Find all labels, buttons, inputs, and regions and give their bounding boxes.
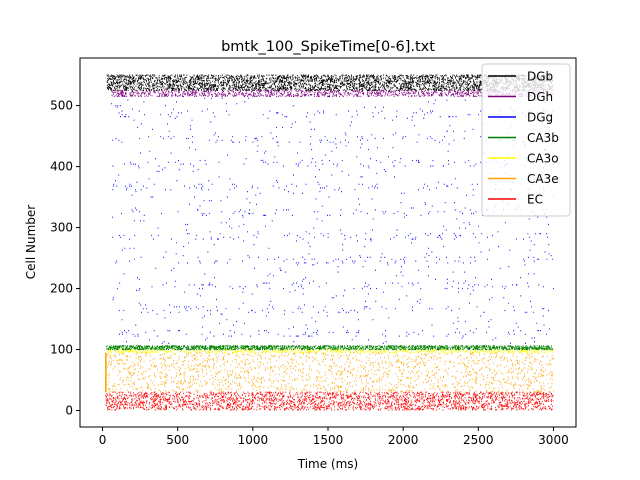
series-ca3e (107, 352, 554, 393)
legend-label-ca3b: CA3b (527, 131, 559, 145)
y-axis: 0 100 200 300 400 500 (50, 99, 80, 418)
x-tick-label: 3000 (538, 433, 569, 447)
spike-marks-ec (105, 391, 554, 411)
legend: DGb DGh DGg CA3b CA3o CA3e EC (481, 63, 571, 217)
y-tick-label: 100 (50, 343, 73, 357)
y-tick-label: 400 (50, 160, 73, 174)
legend-label-dgg: DGg (527, 111, 553, 125)
legend-label-dgb: DGb (527, 70, 553, 84)
legend-label-dgh: DGh (527, 90, 553, 104)
y-tick-label: 300 (50, 221, 73, 235)
series-ec (105, 391, 554, 411)
x-tick-label: 500 (166, 433, 189, 447)
legend-label-ca3o: CA3o (527, 152, 559, 166)
chart-title: bmtk_100_SpikeTime[0-6].txt (221, 39, 435, 55)
x-tick-label: 2000 (388, 433, 419, 447)
x-tick-label: 0 (99, 433, 107, 447)
spike-marks-dgg (111, 95, 554, 344)
x-tick-label: 1500 (313, 433, 344, 447)
x-axis-label: Time (ms) (297, 457, 359, 471)
legend-label-ec: EC (527, 193, 543, 207)
y-axis-label: Cell Number (24, 205, 38, 280)
y-tick-label: 200 (50, 282, 73, 296)
spike-marks-ca3o (108, 348, 554, 354)
x-tick-label: 2500 (463, 433, 494, 447)
legend-label-ca3e: CA3e (527, 172, 559, 186)
spike-raster (105, 74, 554, 411)
y-tick-label: 500 (50, 99, 73, 113)
x-axis: 0 500 1000 1500 2000 2500 3000 (99, 427, 569, 447)
spike-marks-ca3e (107, 352, 554, 393)
spike-marks-ca3b (106, 345, 554, 351)
y-tick-label: 0 (65, 404, 73, 418)
series-dgg (111, 95, 554, 344)
series-ca3b (106, 345, 554, 351)
series-ca3o (108, 348, 554, 354)
x-tick-label: 1000 (238, 433, 269, 447)
